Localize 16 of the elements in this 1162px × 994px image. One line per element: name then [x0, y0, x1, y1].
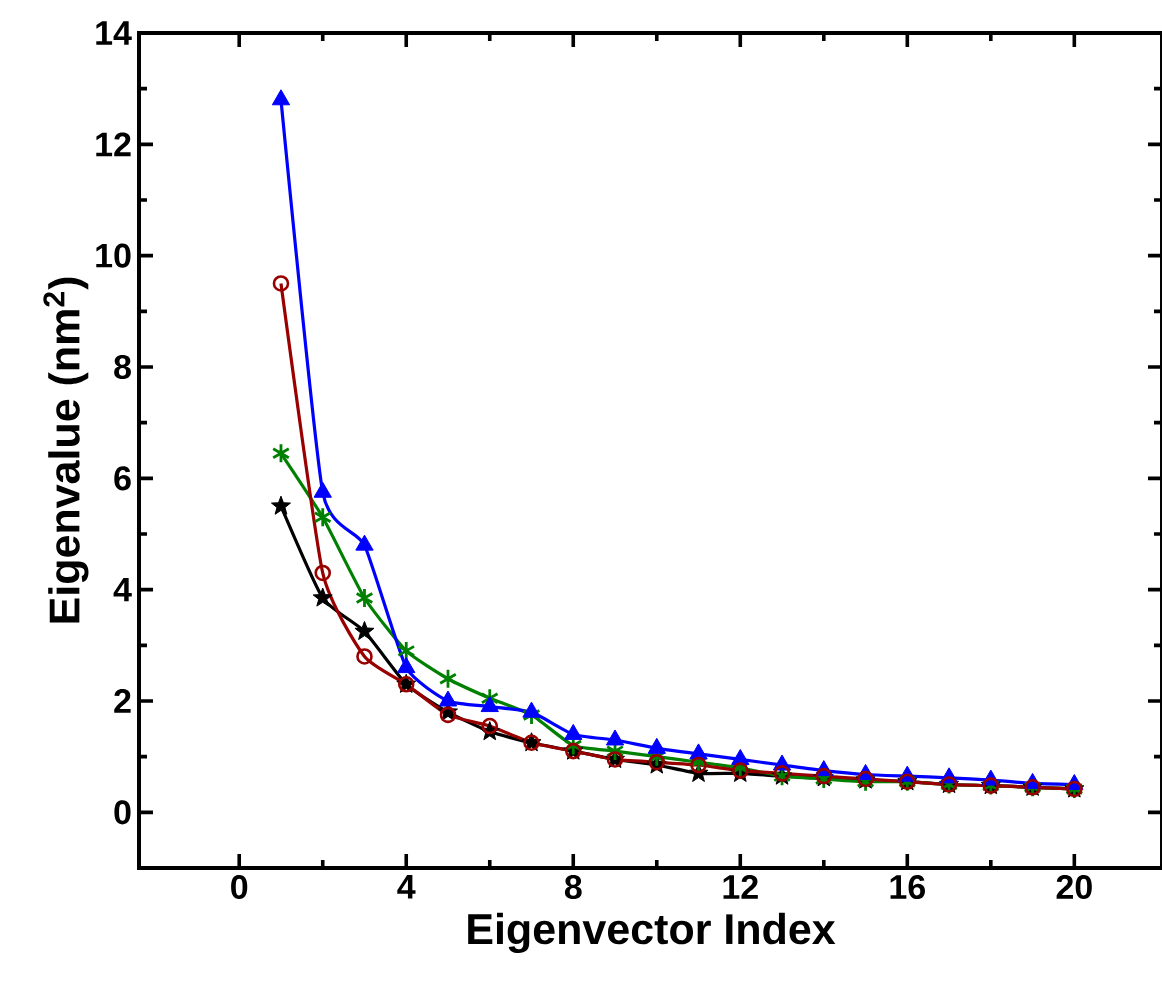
y-tick-label: 6 [114, 466, 131, 491]
x-tick-label: 0 [231, 875, 248, 900]
x-tick-label: 4 [397, 875, 416, 899]
y-tick-label: 2 [114, 689, 131, 713]
y-tick-label: 10 [96, 243, 131, 268]
x-tick-label: 16 [890, 875, 925, 900]
y-tick-label: 0 [114, 800, 131, 825]
x-axis-title: Eigenvector Index [468, 912, 836, 954]
y-tick-label: 12 [96, 132, 131, 157]
x-tick-label: 20 [1056, 875, 1092, 900]
x-tick-label: 8 [564, 875, 582, 900]
y-tick-label: 14 [96, 21, 132, 45]
x-tick-label: 12 [723, 875, 758, 899]
y-tick-label: 8 [114, 354, 131, 380]
y-tick-label: 4 [113, 577, 132, 602]
y-axis-title: Eigenvalue (nm$^{2}$) [43, 277, 89, 623]
